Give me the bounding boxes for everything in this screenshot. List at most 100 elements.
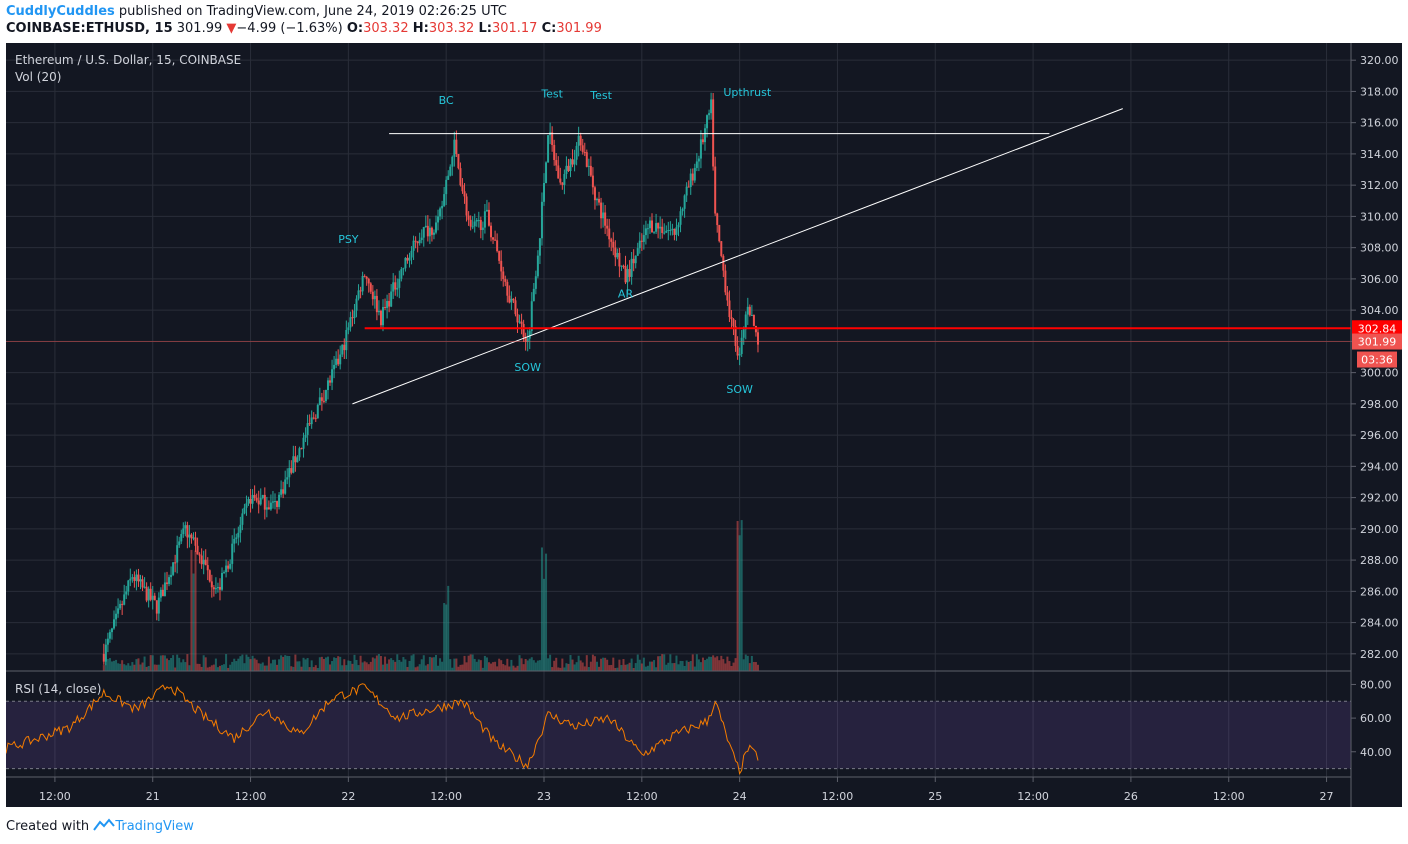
chart-legend-title[interactable]: Ethereum / U.S. Dollar, 15, COINBASE bbox=[15, 53, 241, 67]
candle-body bbox=[310, 417, 313, 425]
volume-bar bbox=[182, 659, 185, 671]
volume-legend[interactable]: Vol (20) bbox=[15, 70, 61, 84]
last-price-text: 301.99 bbox=[1358, 336, 1397, 349]
candle-body bbox=[212, 587, 215, 590]
volume-bar bbox=[465, 662, 468, 671]
volume-bar bbox=[712, 655, 715, 671]
volume-bar bbox=[292, 666, 295, 671]
author-link[interactable]: CuddlyCuddles bbox=[6, 4, 115, 19]
volume-bar bbox=[269, 663, 272, 671]
candle-body bbox=[612, 241, 615, 248]
volume-bar bbox=[463, 655, 466, 671]
candle-body bbox=[730, 317, 733, 320]
candle-body bbox=[371, 291, 374, 300]
volume-bar bbox=[651, 661, 654, 671]
candle-body bbox=[292, 456, 295, 473]
volume-bar bbox=[412, 654, 415, 671]
volume-bar bbox=[161, 655, 164, 671]
candle-body bbox=[693, 167, 696, 181]
candle-body bbox=[632, 258, 635, 264]
volume-bar bbox=[119, 663, 122, 671]
candle-body bbox=[591, 175, 594, 188]
volume-bar bbox=[479, 660, 482, 671]
candle-body bbox=[394, 282, 397, 290]
volume-bar bbox=[324, 657, 327, 671]
tradingview-logo-icon[interactable] bbox=[93, 818, 116, 832]
volume-bar bbox=[288, 655, 291, 671]
volume-bar bbox=[620, 665, 623, 671]
candle-body bbox=[119, 603, 122, 609]
candle-body bbox=[163, 582, 166, 597]
candle-body bbox=[475, 220, 478, 222]
rsi-line bbox=[6, 683, 759, 775]
tradingview-brand[interactable]: TradingView bbox=[115, 819, 194, 834]
candle-body bbox=[282, 489, 285, 494]
volume-bar bbox=[430, 657, 433, 671]
volume-bar bbox=[253, 658, 256, 671]
price-tick-label: 286.00 bbox=[1360, 585, 1399, 598]
candle-body bbox=[677, 224, 680, 228]
volume-bar bbox=[129, 665, 132, 671]
candle-body bbox=[102, 653, 105, 662]
chart-frame[interactable]: BC Test Test Upthrust PSY AR SOW SOW 320.00 318.… bbox=[6, 43, 1402, 807]
candle-body bbox=[600, 202, 603, 219]
candle-body bbox=[117, 608, 120, 614]
countdown-badge bbox=[1357, 351, 1397, 368]
candle-body bbox=[510, 298, 513, 303]
volume-bar bbox=[110, 661, 113, 671]
high-label: H: bbox=[412, 21, 429, 36]
volume-bar bbox=[192, 573, 195, 671]
candle-body bbox=[420, 237, 423, 240]
candle-body bbox=[648, 220, 651, 229]
volume-bar bbox=[457, 666, 460, 671]
candle-body bbox=[663, 232, 666, 234]
candle-body bbox=[447, 175, 450, 180]
candle-body bbox=[628, 269, 631, 277]
candle-body bbox=[143, 586, 146, 588]
volume-bar bbox=[624, 664, 627, 671]
annotation-label: SOW bbox=[514, 361, 541, 374]
candle-body bbox=[408, 257, 411, 261]
candle-body bbox=[214, 588, 217, 590]
volume-bar bbox=[569, 655, 572, 671]
volume-bar bbox=[434, 654, 437, 671]
volume-bar bbox=[106, 659, 109, 671]
volume-bar bbox=[304, 659, 307, 671]
volume-bar bbox=[734, 658, 737, 671]
rsi-legend[interactable]: RSI (14, close) bbox=[15, 682, 101, 696]
volume-bar bbox=[247, 656, 250, 671]
price-chart[interactable]: BC Test Test Upthrust PSY AR SOW SOW 320.00 318.… bbox=[6, 43, 1402, 807]
time-tick-label: 27 bbox=[1320, 790, 1334, 803]
volume-bar bbox=[722, 659, 725, 671]
candle-body bbox=[178, 541, 181, 546]
volume-bar bbox=[746, 655, 749, 671]
candle-body bbox=[443, 194, 446, 206]
volume-bar bbox=[261, 662, 264, 671]
candle-body bbox=[190, 534, 193, 539]
candle-body bbox=[343, 344, 346, 351]
candle-body bbox=[243, 507, 246, 514]
candle-body bbox=[276, 501, 279, 507]
volume-bar bbox=[720, 655, 723, 671]
volume-bar bbox=[414, 667, 417, 671]
volume-bar bbox=[683, 665, 686, 671]
volume-bar bbox=[636, 654, 639, 671]
candle-body bbox=[157, 597, 160, 614]
candle-body bbox=[720, 241, 723, 256]
candle-body bbox=[481, 227, 484, 230]
candle-body bbox=[557, 165, 560, 179]
volume-bar bbox=[508, 666, 511, 671]
volume-bar bbox=[235, 661, 238, 671]
volume-bar bbox=[557, 667, 560, 671]
volume-bar bbox=[455, 658, 458, 671]
candle-body bbox=[614, 247, 617, 258]
candle-body bbox=[253, 494, 256, 498]
candle-body bbox=[375, 295, 378, 313]
candle-body bbox=[145, 586, 148, 601]
volume-bar bbox=[500, 660, 503, 671]
candle-body bbox=[367, 278, 370, 284]
candle-body bbox=[430, 227, 433, 235]
candle-body bbox=[461, 185, 464, 192]
candle-body bbox=[618, 252, 621, 267]
candle-body bbox=[263, 494, 266, 510]
